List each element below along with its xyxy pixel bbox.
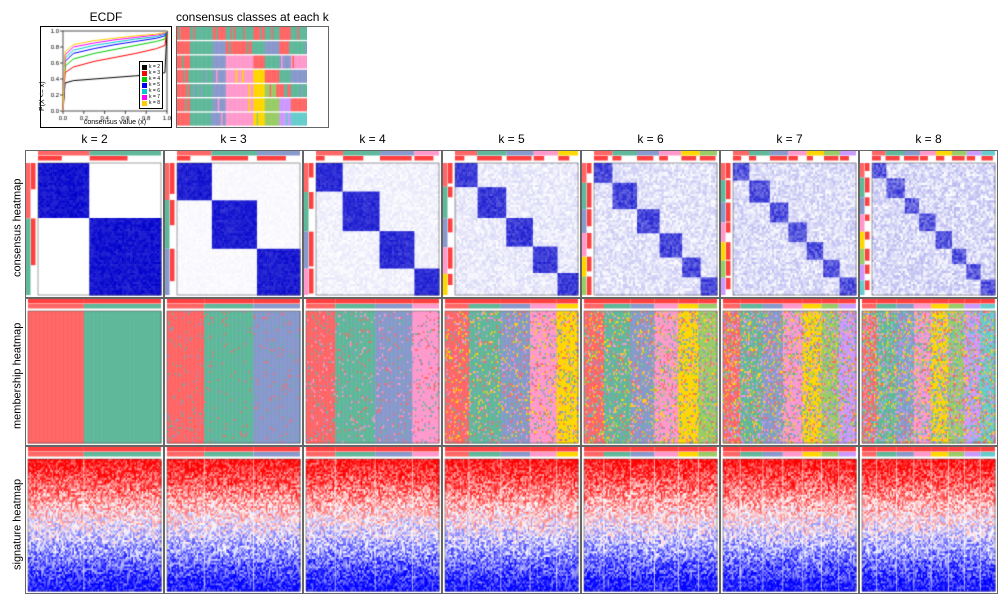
membership-heatmap-k2	[25, 298, 164, 446]
col-header-k5: k = 5	[442, 132, 581, 150]
ecdf-panel: ECDF consensus value (x)P(X <= x)k = 2k …	[40, 10, 172, 128]
classes-title: consensus classes at each k	[176, 10, 329, 24]
signature-heatmap-k2	[25, 446, 164, 594]
consensus-heatmap-k7	[720, 150, 859, 298]
consensus-heatmap-k5	[442, 150, 581, 298]
membership-heatmap-k6	[581, 298, 720, 446]
col-header-k8: k = 8	[859, 132, 998, 150]
consensus-heatmap-k6	[581, 150, 720, 298]
signature-heatmap-k4	[303, 446, 442, 594]
membership-heatmap-k4	[303, 298, 442, 446]
row-label-consensus: consensus heatmap	[10, 154, 25, 302]
ecdf-title: ECDF	[40, 10, 172, 24]
signature-heatmap-k8	[859, 446, 998, 594]
signature-heatmap-k6	[581, 446, 720, 594]
membership-heatmap-k8	[859, 298, 998, 446]
col-header-k6: k = 6	[581, 132, 720, 150]
consensus-heatmap-k8	[859, 150, 998, 298]
signature-heatmap-k7	[720, 446, 859, 594]
col-header-k3: k = 3	[164, 132, 303, 150]
consensus-heatmap-k2	[25, 150, 164, 298]
membership-heatmap-k7	[720, 298, 859, 446]
signature-heatmap-k5	[442, 446, 581, 594]
consensus-heatmap-k3	[164, 150, 303, 298]
membership-heatmap-k3	[164, 298, 303, 446]
signature-heatmap-k3	[164, 446, 303, 594]
col-header-k7: k = 7	[720, 132, 859, 150]
col-header-k2: k = 2	[25, 132, 164, 150]
consensus-heatmap-k4	[303, 150, 442, 298]
membership-heatmap-k5	[442, 298, 581, 446]
col-header-k4: k = 4	[303, 132, 442, 150]
consensus-classes-panel: consensus classes at each k	[176, 10, 329, 128]
row-label-membership: membership heatmap	[10, 302, 25, 450]
